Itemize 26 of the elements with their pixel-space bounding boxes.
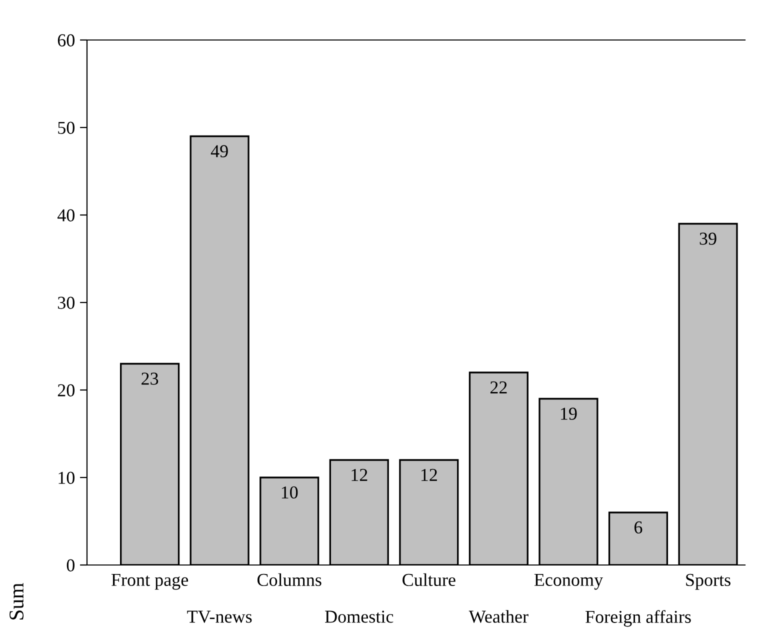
x-tick-label: Economy xyxy=(534,574,603,590)
data-label: 10 xyxy=(282,486,298,499)
x-tick-label: Culture xyxy=(402,573,456,586)
x-tick-label: Columns xyxy=(257,573,322,586)
x-tick-label: Front page xyxy=(111,574,188,590)
data-label: 19 xyxy=(561,408,577,420)
y-tick-label: 60 xyxy=(58,34,75,46)
x-tick-label: Weather xyxy=(468,610,528,623)
y-tick-label: 0 xyxy=(66,559,75,572)
data-label: 39 xyxy=(700,232,716,245)
y-tick-label: 20 xyxy=(58,384,75,396)
data-label: 23 xyxy=(142,372,158,385)
data-label: 49 xyxy=(210,145,228,158)
data-label: 12 xyxy=(421,468,437,481)
data-label: 6 xyxy=(634,521,642,534)
data-label: 12 xyxy=(352,468,368,481)
x-tick-label: Domestic xyxy=(325,610,394,623)
y-tick-label: 40 xyxy=(57,209,75,222)
x-tick-label: TV-news xyxy=(187,610,252,623)
data-label: 22 xyxy=(490,381,507,394)
y-tick-label: 30 xyxy=(58,296,75,309)
x-tick-label: Sports xyxy=(686,574,730,590)
x-tick-label: Foreign affairs xyxy=(586,610,691,627)
y-axis-title: Sum xyxy=(10,582,24,620)
y-tick-label: 10 xyxy=(58,472,75,484)
y-tick-label: 50 xyxy=(58,122,75,134)
